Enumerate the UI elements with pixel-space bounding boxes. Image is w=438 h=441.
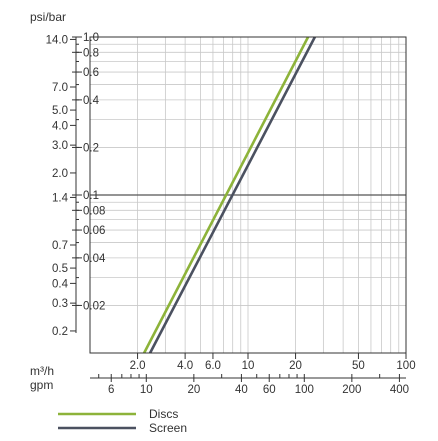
- psi-tick-label: 2.0: [52, 168, 68, 180]
- gpm-tick-label: 20: [187, 384, 200, 396]
- m3h-tick-label: 50: [352, 360, 365, 372]
- bar-tick-label: 0.6: [83, 67, 99, 79]
- gpm-tick-label: 6: [108, 384, 114, 396]
- gpm-tick-label: 200: [342, 384, 361, 396]
- gpm-tick-label: 40: [235, 384, 248, 396]
- tick-layer: 1.0 0.8 0.6 0.4 0.2 0.1 0.08 0.06 0.04 0.02 14.0 7.…: [46, 32, 416, 396]
- psi-tick-label: 7.0: [52, 82, 68, 94]
- psi-tick-label: 3.0: [52, 140, 68, 152]
- series-line-discs: [142, 36, 310, 354]
- gpm-tick-label: 100: [295, 384, 314, 396]
- m3h-tick-label: 20: [289, 360, 302, 372]
- series-line-screen: [148, 36, 317, 354]
- psi-tick-label: 1.4: [52, 192, 69, 204]
- bar-tick-label: 1.0: [83, 32, 99, 44]
- psi-tick-label: 0.5: [52, 263, 68, 275]
- bar-tick-label: 0.02: [83, 300, 105, 312]
- bar-tick-label: 0.2: [83, 142, 99, 154]
- psi-tick-label: 0.4: [52, 278, 69, 290]
- psi-tick-label: 0.2: [52, 326, 68, 338]
- legend-label-discs: Discs: [149, 407, 178, 421]
- series-layer: [142, 36, 317, 354]
- bar-tick-label: 0.1: [83, 190, 99, 202]
- psi-tick-label: 0.7: [52, 240, 68, 252]
- psi-tick-label: 4.0: [52, 120, 68, 132]
- y-axis-title: psi/bar: [30, 10, 66, 24]
- bar-tick-label: 0.06: [83, 225, 105, 237]
- gpm-tick-label: 400: [390, 384, 409, 396]
- bar-tick-label: 0.08: [83, 205, 105, 217]
- m3h-tick-label: 2.0: [130, 360, 146, 372]
- m3h-tick-label: 4.0: [177, 360, 193, 372]
- gpm-axis-title: gpm: [30, 378, 53, 392]
- psi-tick-label: 14.0: [46, 34, 68, 46]
- legend-label-screen: Screen: [149, 421, 187, 435]
- legend: Discs Screen: [58, 407, 187, 435]
- bar-tick-label: 0.8: [83, 47, 99, 59]
- m3h-axis-title: m³/h: [30, 364, 54, 378]
- bar-tick-label: 0.4: [83, 95, 100, 107]
- gpm-tick-label: 10: [140, 384, 153, 396]
- psi-tick-label: 5.0: [52, 105, 68, 117]
- bar-tick-label: 0.04: [83, 253, 106, 265]
- psi-tick-label: 0.3: [52, 298, 68, 310]
- m3h-tick-label: 100: [396, 360, 415, 372]
- m3h-tick-label: 10: [242, 360, 255, 372]
- gpm-tick-label: 60: [263, 384, 276, 396]
- m3h-tick-label: 6.0: [205, 360, 221, 372]
